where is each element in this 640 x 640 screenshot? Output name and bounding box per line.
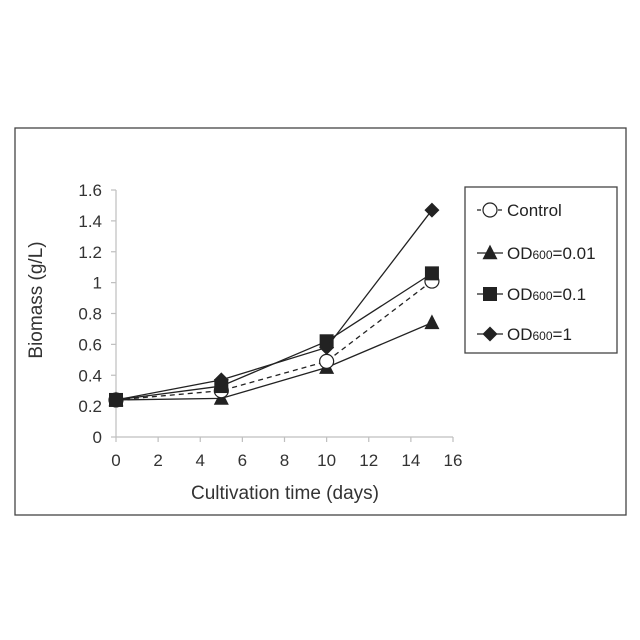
y-tick-label: 0.4: [78, 366, 102, 385]
y-tick-label: 0.6: [78, 335, 102, 354]
y-tick-label: 1.6: [78, 181, 102, 200]
x-tick-label: 12: [359, 451, 378, 470]
y-tick-label: 1.2: [78, 243, 102, 262]
x-tick-label: 8: [280, 451, 289, 470]
legend-marker: [483, 203, 497, 217]
x-tick-label: 0: [111, 451, 120, 470]
legend-label: Control: [507, 201, 562, 220]
legend: ControlOD600=0.01OD600=0.1OD600=1: [465, 187, 617, 353]
legend-marker: [483, 287, 497, 301]
y-tick-label: 1.4: [78, 212, 102, 231]
x-axis-title: Cultivation time (days): [191, 483, 379, 504]
legend-entry: Control: [477, 201, 562, 220]
data-point: [320, 354, 334, 368]
x-tick-label: 14: [401, 451, 420, 470]
x-tick-label: 10: [317, 451, 336, 470]
y-tick-label: 0.2: [78, 397, 102, 416]
x-tick-label: 2: [153, 451, 162, 470]
y-axis-title: Biomass (g/L): [26, 241, 47, 358]
x-tick-label: 4: [196, 451, 205, 470]
x-tick-label: 6: [238, 451, 247, 470]
x-tick-label: 16: [444, 451, 463, 470]
y-tick-label: 0.8: [78, 305, 102, 324]
y-tick-label: 1: [93, 274, 102, 293]
data-point: [425, 266, 439, 280]
y-tick-label: 0: [93, 428, 102, 447]
